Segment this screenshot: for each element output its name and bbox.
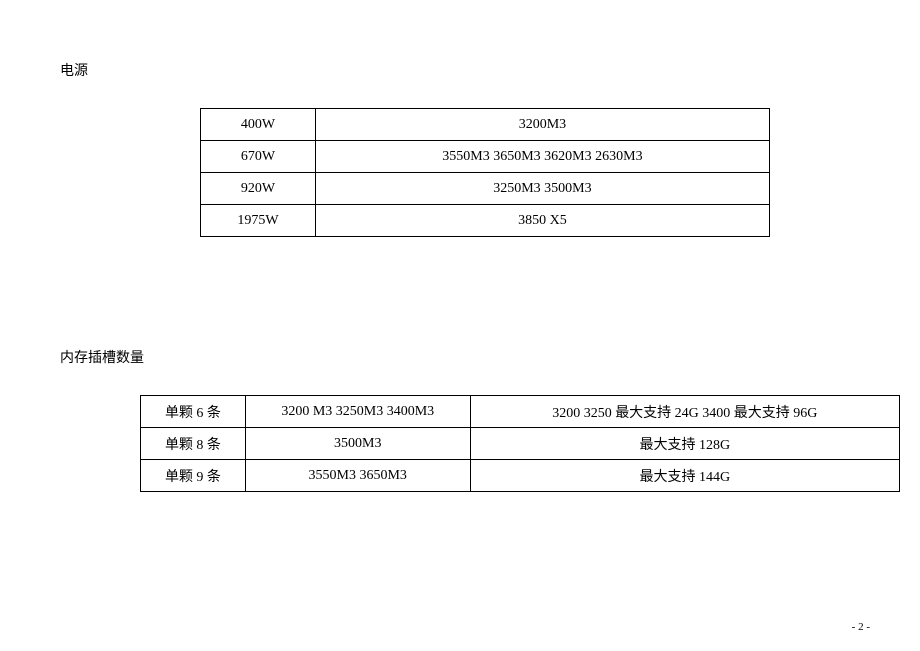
table-cell: 单颗 8 条 — [141, 428, 246, 460]
table-row: 1975W 3850 X5 — [201, 205, 770, 237]
section-title-power: 电源 — [60, 60, 860, 80]
table-cell: 最大支持 144G — [470, 460, 899, 492]
table-cell: 3850 X5 — [315, 205, 769, 237]
table-cell: 3200 3250 最大支持 24G 3400 最大支持 96G — [470, 396, 899, 428]
table-cell: 单颗 6 条 — [141, 396, 246, 428]
table-row: 单颗 6 条 3200 M3 3250M3 3400M3 3200 3250 最… — [141, 396, 900, 428]
table-cell: 最大支持 128G — [470, 428, 899, 460]
table-cell: 400W — [201, 109, 316, 141]
table-row: 单颗 9 条 3550M3 3650M3 最大支持 144G — [141, 460, 900, 492]
table-cell: 1975W — [201, 205, 316, 237]
table-cell: 3200M3 — [315, 109, 769, 141]
table-cell: 3550M3 3650M3 — [245, 460, 470, 492]
page-number: - 2 - — [852, 621, 870, 633]
table-row: 670W 3550M3 3650M3 3620M3 2630M3 — [201, 141, 770, 173]
power-table: 400W 3200M3 670W 3550M3 3650M3 3620M3 26… — [200, 108, 770, 237]
table-cell: 920W — [201, 173, 316, 205]
table-cell: 3500M3 — [245, 428, 470, 460]
table-cell: 单颗 9 条 — [141, 460, 246, 492]
table-row: 920W 3250M3 3500M3 — [201, 173, 770, 205]
table-cell: 3550M3 3650M3 3620M3 2630M3 — [315, 141, 769, 173]
table-cell: 670W — [201, 141, 316, 173]
table-cell: 3200 M3 3250M3 3400M3 — [245, 396, 470, 428]
table-cell: 3250M3 3500M3 — [315, 173, 769, 205]
table-row: 单颗 8 条 3500M3 最大支持 128G — [141, 428, 900, 460]
memory-table: 单颗 6 条 3200 M3 3250M3 3400M3 3200 3250 最… — [140, 395, 900, 492]
table-row: 400W 3200M3 — [201, 109, 770, 141]
section-title-memory: 内存插槽数量 — [60, 347, 860, 367]
